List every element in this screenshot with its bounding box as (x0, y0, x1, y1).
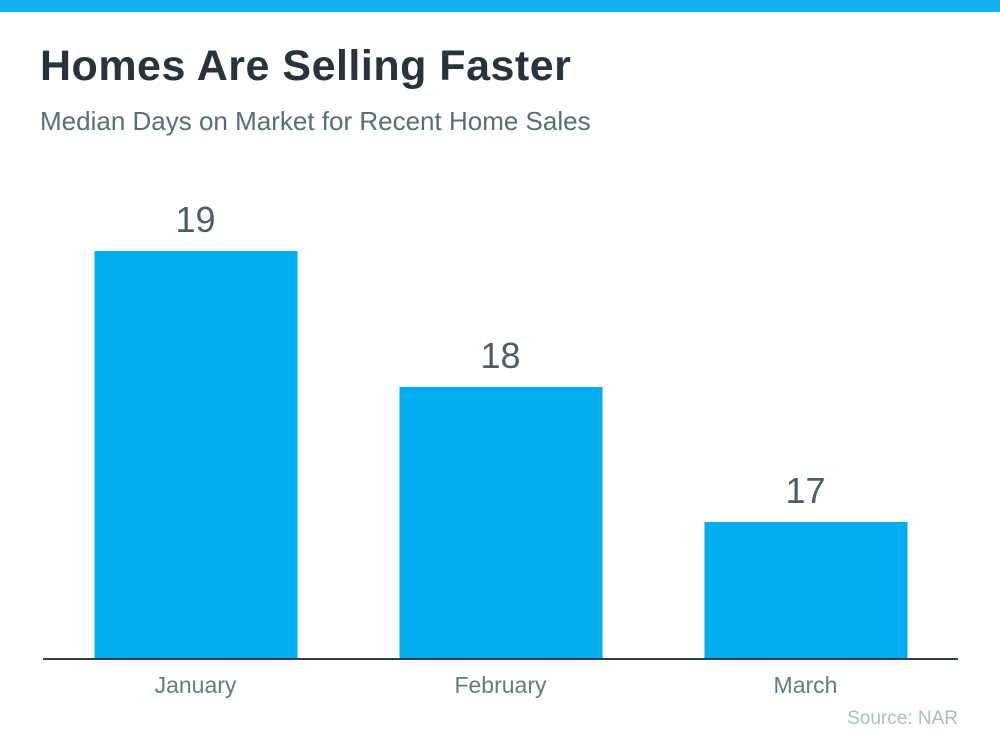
bar-value-label-march: 17 (785, 470, 826, 511)
bar-march (704, 522, 907, 658)
bar-group-february: 18 February (348, 169, 653, 698)
chart-subtitle: Median Days on Market for Recent Home Sa… (40, 106, 591, 136)
x-tick-label-january: January (154, 672, 237, 698)
bar-value-label-january: 19 (175, 199, 216, 240)
bar-group-march: 17 March (653, 169, 958, 698)
x-axis-line (43, 658, 958, 660)
top-accent-bar (0, 0, 1000, 12)
x-tick-label-march: March (773, 672, 838, 698)
bar-group-january: 19 January (43, 169, 348, 698)
bar-february (399, 387, 602, 658)
chart-title: Homes Are Selling Faster (40, 42, 572, 90)
bar-january (94, 251, 297, 658)
x-tick-label-february: February (454, 672, 547, 698)
bar-value-label-february: 18 (480, 335, 521, 376)
plot-area: 19 January 18 February 17 March (43, 169, 958, 698)
source-note: Source: NAR (847, 708, 958, 729)
